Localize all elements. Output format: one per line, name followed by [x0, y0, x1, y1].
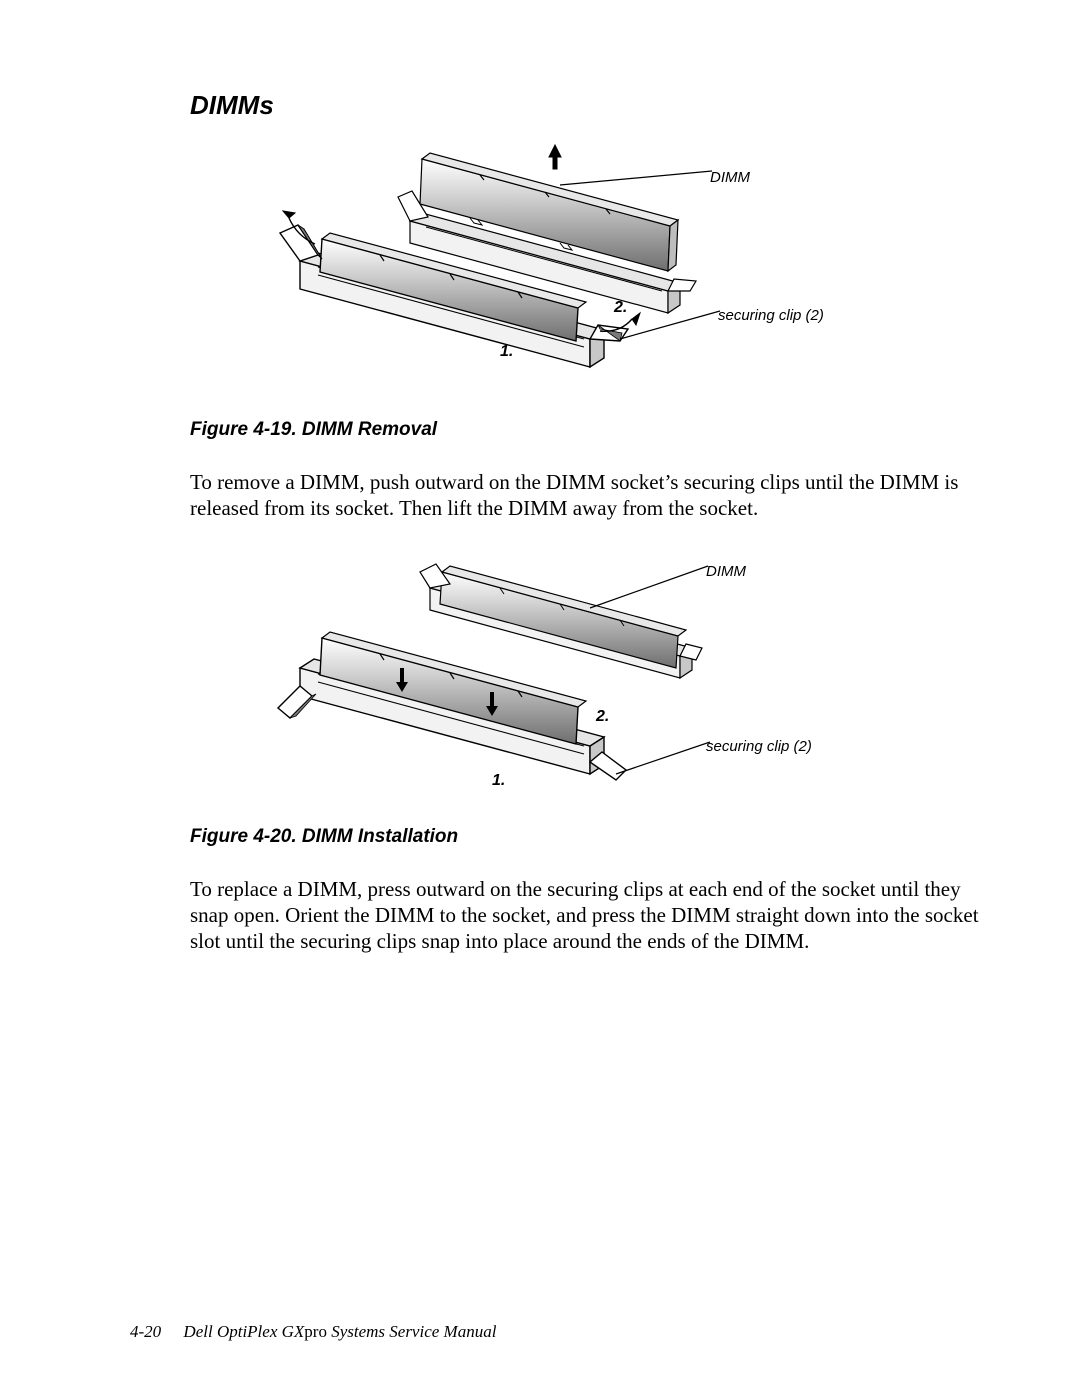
figure-caption-install: Figure 4-20. DIMM Installation	[190, 826, 980, 848]
callout-clip-install: securing clip (2)	[706, 738, 812, 755]
figure-dimm-install: DIMM securing clip (2) 2. 1.	[190, 548, 980, 808]
step-2-install: 2.	[596, 708, 609, 726]
step-1-install: 1.	[492, 772, 505, 790]
figure-dimm-removal: DIMM securing clip (2) 2. 1.	[190, 141, 980, 401]
callout-dimm-removal: DIMM	[710, 169, 750, 186]
footer-book-prefix: Dell OptiPlex GX	[183, 1322, 304, 1341]
footer-page-number: 4-20	[130, 1322, 161, 1341]
callout-clip-removal: securing clip (2)	[718, 307, 824, 324]
step-1-removal: 1.	[500, 343, 513, 361]
footer-book-mid: pro	[304, 1322, 327, 1341]
paragraph-removal: To remove a DIMM, push outward on the DI…	[190, 469, 980, 522]
step-2-removal: 2.	[614, 299, 627, 317]
dimm-install-illustration	[260, 548, 820, 808]
footer-book-suffix: Systems Service Manual	[327, 1322, 496, 1341]
page-footer: 4-20 Dell OptiPlex GXpro Systems Service…	[130, 1322, 496, 1342]
paragraph-install: To replace a DIMM, press outward on the …	[190, 876, 980, 955]
figure-caption-removal: Figure 4-19. DIMM Removal	[190, 419, 980, 441]
page: DIMMs DIMM securing clip (2) 2. 1.	[0, 0, 1080, 1397]
callout-dimm-install: DIMM	[706, 563, 746, 580]
section-title: DIMMs	[190, 90, 980, 121]
